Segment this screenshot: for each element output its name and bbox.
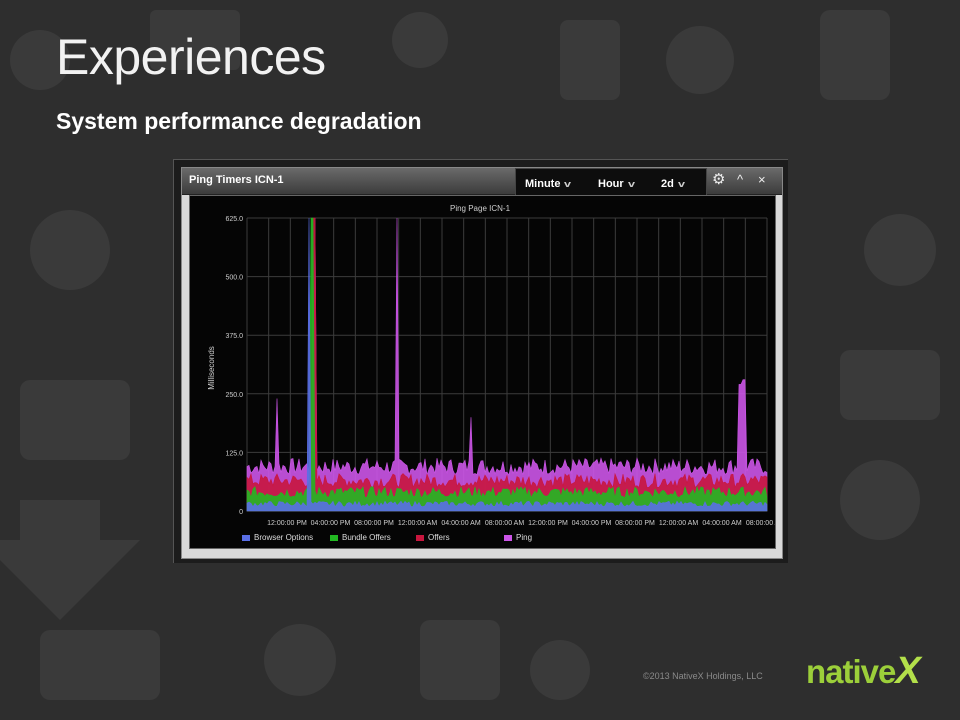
legend-swatch (242, 534, 250, 541)
x-tick-label: 08:00:00 AM (485, 520, 524, 527)
legend-swatch (416, 534, 424, 541)
slide-title: Experiences (56, 29, 326, 85)
slide-subtitle: System performance degradation (56, 108, 422, 134)
range-days-dropdown[interactable]: 2d v (661, 178, 685, 190)
legend-label: Browser Options (254, 533, 314, 542)
legend-swatch (504, 534, 512, 541)
range-minute-dropdown[interactable]: Minute v (525, 178, 572, 190)
x-tick-label: 12:00:00 AM (659, 520, 698, 527)
x-tick-label: 08:00:00 AM (746, 520, 775, 527)
chevron-down-icon: v (627, 179, 635, 189)
app-window: Ping Timers ICN-1 Minute v Hour v 2d v ⚙ ^ … (173, 159, 788, 563)
series-area-offers (246, 217, 768, 512)
legend-swatch (330, 534, 338, 541)
x-tick-label: 04:00:00 PM (572, 520, 612, 527)
chevron-down-icon: v (564, 179, 572, 189)
series-area-bundle-offers (246, 217, 768, 512)
close-icon[interactable]: × (758, 172, 766, 187)
y-tick-label: 0 (239, 509, 243, 516)
y-tick-label: 125.0 (225, 450, 243, 457)
y-tick-label: 375.0 (225, 333, 243, 340)
time-range-selector: Minute v Hour v 2d v (515, 168, 707, 198)
range-minute-label: Minute (525, 178, 561, 190)
range-days-label: 2d (661, 178, 674, 190)
x-tick-label: 12:00:00 AM (398, 520, 437, 527)
legend-item-offers[interactable]: Offers (416, 533, 450, 542)
x-tick-label: 12:00:00 PM (267, 520, 307, 527)
logo-x: X (895, 650, 920, 692)
plot-area: 0 125.0 250.0 375.0 500.0 625.0 12:00:00 PM 04:… (189, 195, 776, 549)
range-hour-label: Hour (598, 178, 624, 190)
legend-label: Ping (516, 533, 533, 542)
y-tick-label: 500.0 (225, 275, 243, 282)
series-area-browser-options (246, 217, 768, 512)
chart-title: Ping Page ICN-1 (450, 204, 511, 213)
legend-item-ping[interactable]: Ping (504, 533, 532, 542)
gear-icon[interactable]: ⚙ (712, 171, 726, 188)
copyright-footer: ©2013 NativeX Holdings, LLC (643, 671, 763, 681)
y-tick-label: 625.0 (225, 216, 243, 223)
chevron-down-icon: v (677, 179, 685, 189)
x-tick-label: 04:00:00 PM (311, 520, 351, 527)
y-axis-label: Milliseconds (207, 346, 216, 390)
x-tick-label: 08:00:00 PM (615, 520, 655, 527)
panel-title: Ping Timers ICN-1 (189, 174, 284, 186)
logo-text: native (806, 653, 896, 690)
ping-chart: 0 125.0 250.0 375.0 500.0 625.0 12:00:00 PM 04:… (207, 204, 775, 527)
x-tick-label: 08:00:00 PM (354, 520, 394, 527)
y-tick-label: 250.0 (225, 392, 243, 399)
legend-item-browser-options[interactable]: Browser Options (242, 533, 313, 542)
nativex-logo: nativeX (806, 650, 921, 693)
chart-panel: Ping Timers ICN-1 Minute v Hour v 2d v ⚙ ^ … (181, 167, 783, 559)
legend-label: Offers (428, 533, 450, 542)
x-tick-label: 04:00:00 AM (441, 520, 480, 527)
x-tick-label: 04:00:00 AM (702, 520, 741, 527)
legend-item-bundle-offers[interactable]: Bundle Offers (330, 533, 391, 542)
range-hour-dropdown[interactable]: Hour v (598, 178, 635, 190)
collapse-icon[interactable]: ^ (737, 172, 744, 187)
x-tick-label: 12:00:00 PM (528, 520, 568, 527)
legend-label: Bundle Offers (342, 533, 391, 542)
